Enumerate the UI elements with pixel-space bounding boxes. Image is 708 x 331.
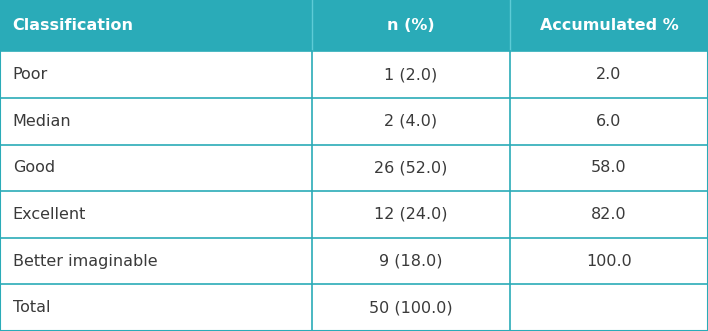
Text: Better imaginable: Better imaginable bbox=[13, 254, 157, 268]
Text: n (%): n (%) bbox=[387, 18, 435, 33]
Text: Classification: Classification bbox=[13, 18, 134, 33]
Text: 50 (100.0): 50 (100.0) bbox=[369, 300, 452, 315]
Bar bbox=[0, 0, 708, 51]
Text: 2.0: 2.0 bbox=[596, 67, 622, 82]
Text: Median: Median bbox=[13, 114, 72, 129]
Text: 9 (18.0): 9 (18.0) bbox=[379, 254, 442, 268]
Text: Good: Good bbox=[13, 160, 55, 175]
Text: 6.0: 6.0 bbox=[596, 114, 622, 129]
Text: 100.0: 100.0 bbox=[586, 254, 632, 268]
Text: 12 (24.0): 12 (24.0) bbox=[374, 207, 447, 222]
Text: 26 (52.0): 26 (52.0) bbox=[374, 160, 447, 175]
Text: 2 (4.0): 2 (4.0) bbox=[384, 114, 438, 129]
Text: 82.0: 82.0 bbox=[591, 207, 627, 222]
Text: Excellent: Excellent bbox=[13, 207, 86, 222]
Text: Poor: Poor bbox=[13, 67, 48, 82]
Text: Accumulated %: Accumulated % bbox=[539, 18, 678, 33]
Text: 58.0: 58.0 bbox=[591, 160, 627, 175]
Text: 1 (2.0): 1 (2.0) bbox=[384, 67, 438, 82]
Text: Total: Total bbox=[13, 300, 50, 315]
